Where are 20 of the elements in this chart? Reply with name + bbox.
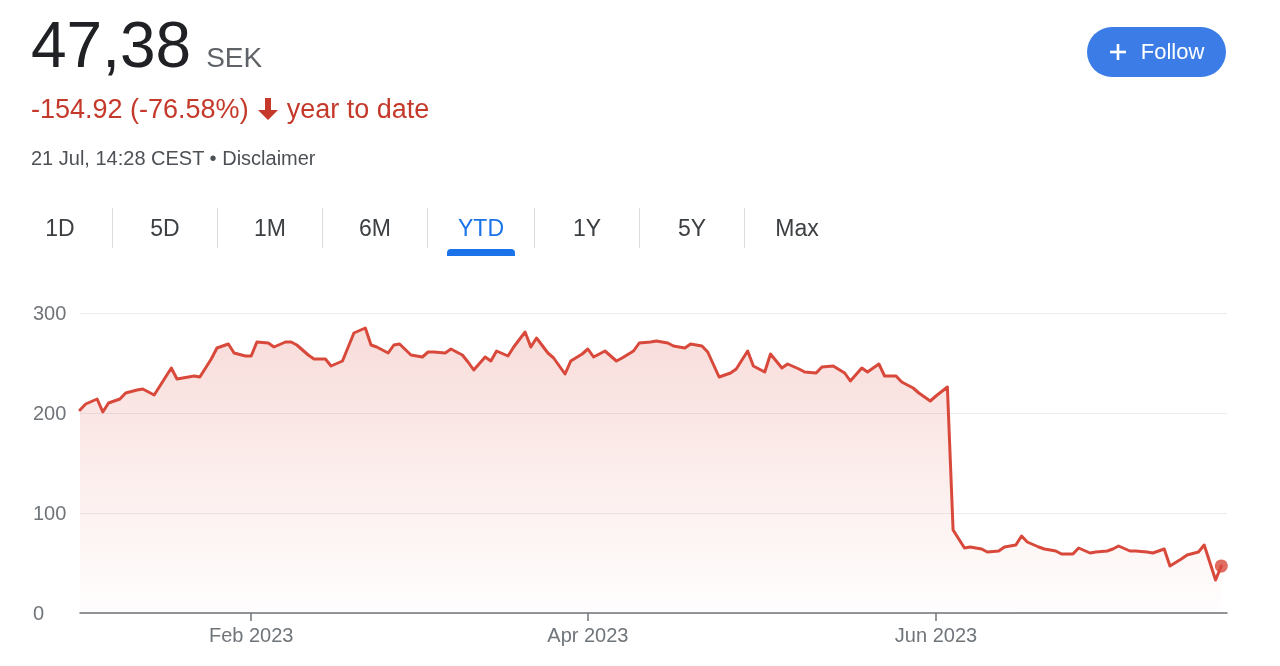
text: Max [775, 214, 819, 242]
text: 1D [45, 214, 75, 242]
chart-subtitle: -154.92 (-76.58%) [31, 93, 249, 125]
chart-title: 47,38 SEK [31, 9, 263, 81]
x-tick-label: Feb 2023 [208, 624, 294, 646]
y-tick-label: 200 [33, 402, 67, 424]
y-tick-label: 300 [33, 302, 67, 324]
y-tick-label: 0 [33, 602, 45, 624]
text: 1M [254, 214, 286, 242]
text: 6M [359, 214, 391, 242]
text: 21 Jul, 14:28 CEST • Disclaimer [31, 146, 316, 171]
text: YTD [458, 214, 504, 242]
follow-button: Follow [1087, 27, 1226, 77]
text: 5Y [677, 214, 707, 242]
x-tick-label: Apr 2023 [547, 624, 629, 646]
y-tick-label: 100 [33, 502, 67, 524]
x-tick-label: Jun 2023 [894, 624, 978, 646]
text: 5D [150, 214, 180, 242]
text: 1Y [572, 214, 602, 242]
text: year to date [286, 93, 430, 125]
